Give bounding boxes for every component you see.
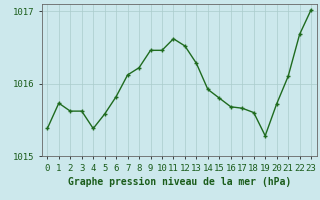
X-axis label: Graphe pression niveau de la mer (hPa): Graphe pression niveau de la mer (hPa) (68, 177, 291, 187)
